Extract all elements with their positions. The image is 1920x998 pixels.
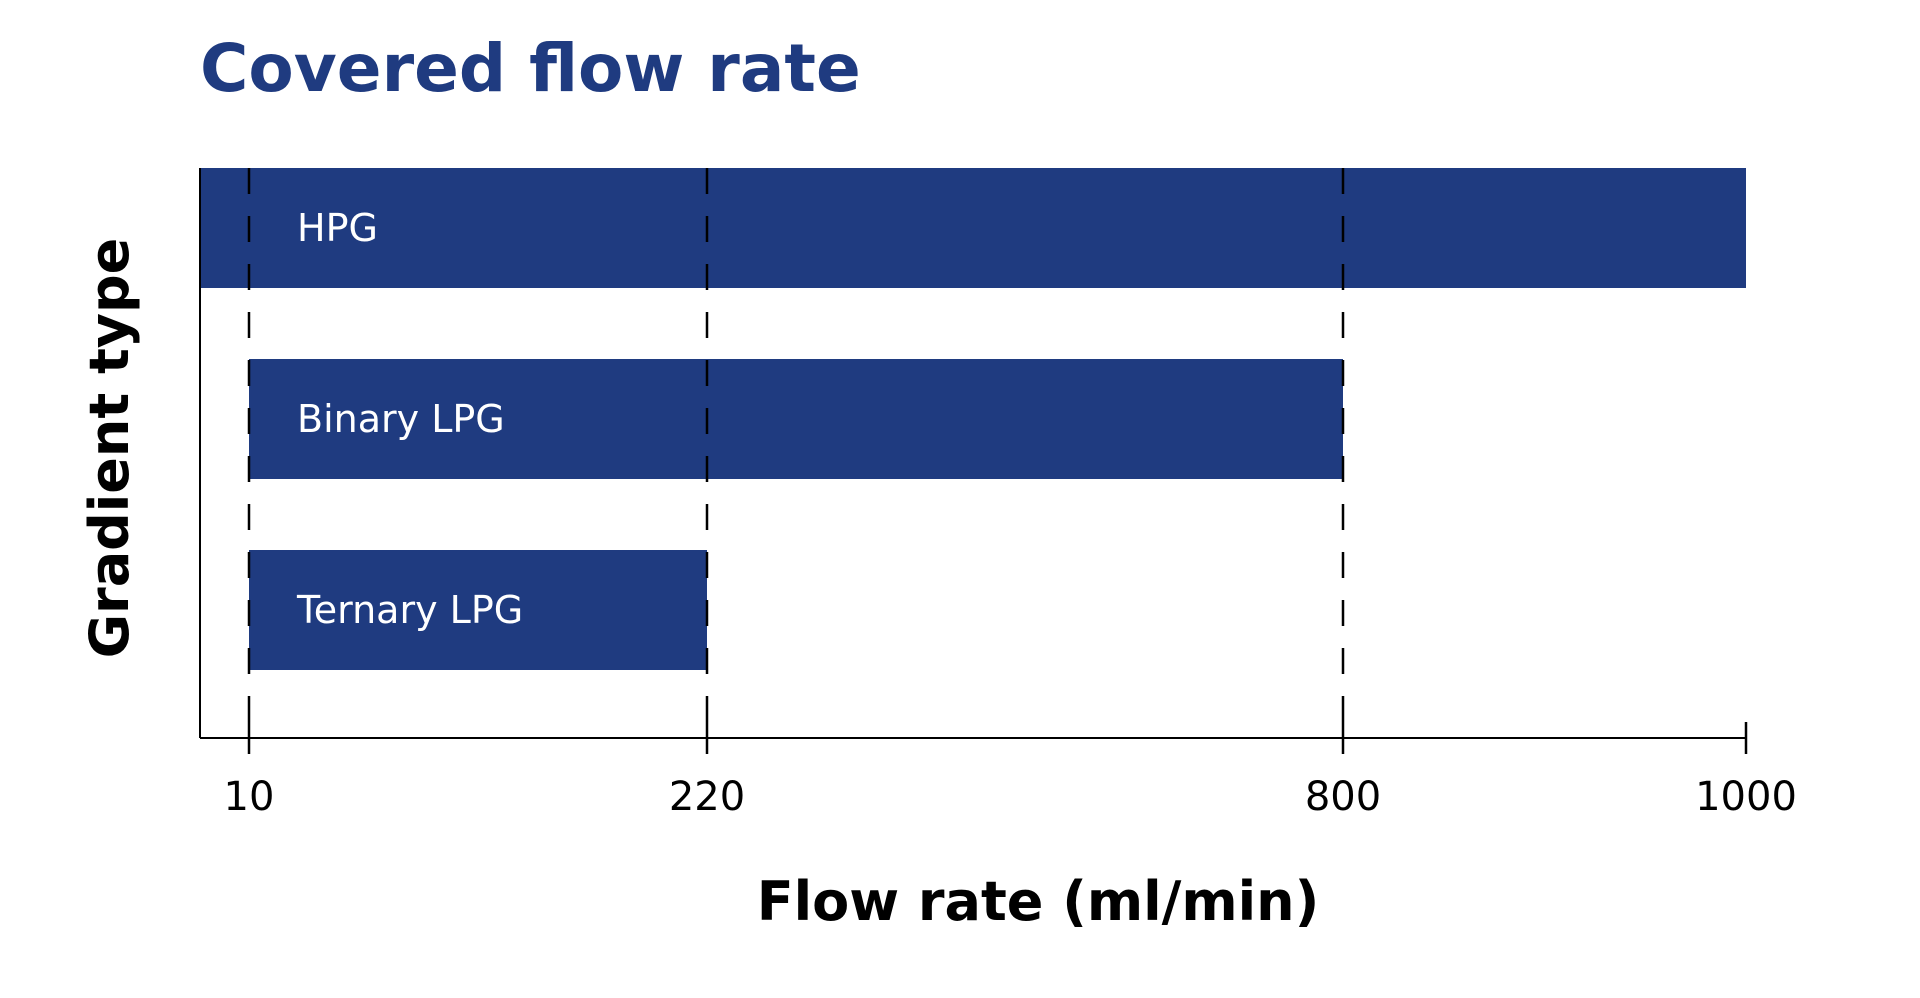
bar-label: HPG	[297, 206, 378, 250]
x-tick-label: 1000	[1695, 774, 1797, 820]
bar-binary-lpg	[249, 359, 1343, 479]
bar-label: Binary LPG	[297, 397, 505, 441]
x-tick-label: 800	[1305, 774, 1381, 820]
x-axis-title: Flow rate (ml/min)	[757, 870, 1320, 933]
axes	[199, 168, 1746, 739]
chart-title: Covered flow rate	[200, 30, 861, 107]
x-ticks: 10 220 800 1000	[224, 722, 1797, 820]
y-axis-title: Gradient type	[78, 238, 141, 659]
bars-layer	[200, 168, 1746, 670]
x-tick-label: 220	[669, 774, 745, 820]
bar-hpg	[200, 168, 1746, 288]
bar-label: Ternary LPG	[296, 588, 523, 632]
x-tick-label: 10	[224, 774, 275, 820]
bar-ternary-lpg	[249, 550, 707, 670]
bar-labels: HPG Binary LPG Ternary LPG	[296, 206, 523, 632]
